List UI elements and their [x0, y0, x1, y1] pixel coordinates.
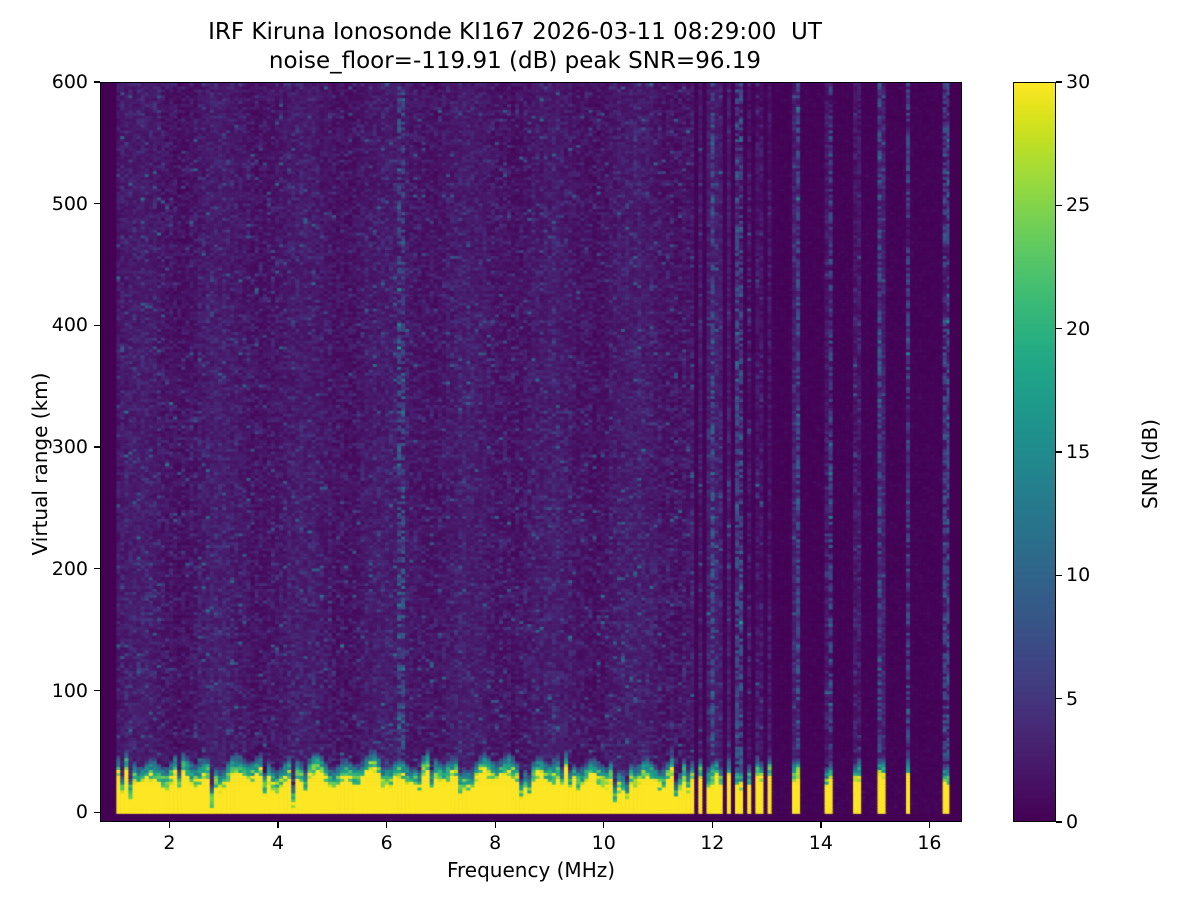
colorbar-tick-label: 20 [1066, 317, 1091, 340]
x-tick-label: 14 [808, 832, 833, 854]
colorbar-tick-label: 25 [1066, 194, 1091, 217]
colorbar-label: SNR (dB) [1138, 419, 1162, 509]
colorbar [1013, 82, 1056, 822]
y-tick-mark [94, 689, 100, 692]
plot-area [100, 82, 962, 822]
x-tick-mark [494, 822, 496, 828]
colorbar-tick-label: 10 [1066, 564, 1091, 587]
y-tick-mark [94, 324, 100, 327]
y-tick-mark [94, 446, 100, 448]
x-tick-mark [168, 822, 171, 828]
y-tick-label: 400 [51, 314, 88, 337]
y-tick-label: 100 [51, 679, 88, 702]
x-tick-label: 8 [489, 832, 502, 854]
x-tick-label: 4 [271, 832, 285, 854]
colorbar-tick-mark [1056, 204, 1062, 206]
y-tick-label: 500 [51, 192, 88, 215]
x-tick-label: 2 [163, 832, 176, 854]
y-tick-label: 200 [51, 557, 88, 580]
x-tick-mark [603, 822, 605, 828]
y-tick-mark [94, 203, 100, 205]
x-tick-mark [928, 822, 931, 828]
y-tick-mark [94, 568, 100, 570]
colorbar-tick-mark [1056, 451, 1062, 453]
y-axis-label: Virtual range (km) [28, 372, 52, 556]
colorbar-gradient [1014, 83, 1055, 821]
y-tick-label: 600 [51, 71, 88, 93]
colorbar-tick-mark [1056, 574, 1062, 576]
colorbar-tick-mark [1056, 698, 1062, 700]
y-tick-label: 300 [51, 436, 88, 459]
title-line-2: noise_floor=-119.91 (dB) peak SNR=96.19 [268, 48, 762, 75]
colorbar-tick-label: 5 [1066, 687, 1079, 710]
ionogram-heatmap [101, 83, 961, 821]
x-tick-label: 6 [380, 832, 393, 854]
colorbar-tick-mark [1056, 328, 1062, 330]
y-tick-mark [94, 811, 100, 813]
title-line-1: IRF Kiruna Ionosonde KI167 2026-03-11 08… [208, 19, 822, 45]
x-tick-mark [820, 822, 822, 828]
colorbar-tick-label: 15 [1066, 441, 1091, 463]
y-tick-mark [94, 81, 100, 83]
x-tick-mark [711, 822, 713, 828]
x-tick-label: 10 [591, 832, 616, 854]
colorbar-tick-mark [1056, 821, 1062, 823]
x-tick-label: 16 [917, 832, 942, 854]
x-tick-mark [277, 822, 279, 828]
x-tick-mark [385, 822, 388, 828]
colorbar-tick-label: 0 [1066, 811, 1079, 833]
y-tick-label: 0 [75, 801, 88, 824]
x-tick-label: 12 [700, 832, 725, 854]
x-axis-label: Frequency (MHz) [446, 858, 616, 882]
colorbar-tick-mark [1056, 81, 1062, 83]
colorbar-tick-label: 30 [1066, 71, 1091, 93]
figure-title: IRF Kiruna Ionosonde KI167 2026-03-11 08… [0, 18, 1030, 77]
